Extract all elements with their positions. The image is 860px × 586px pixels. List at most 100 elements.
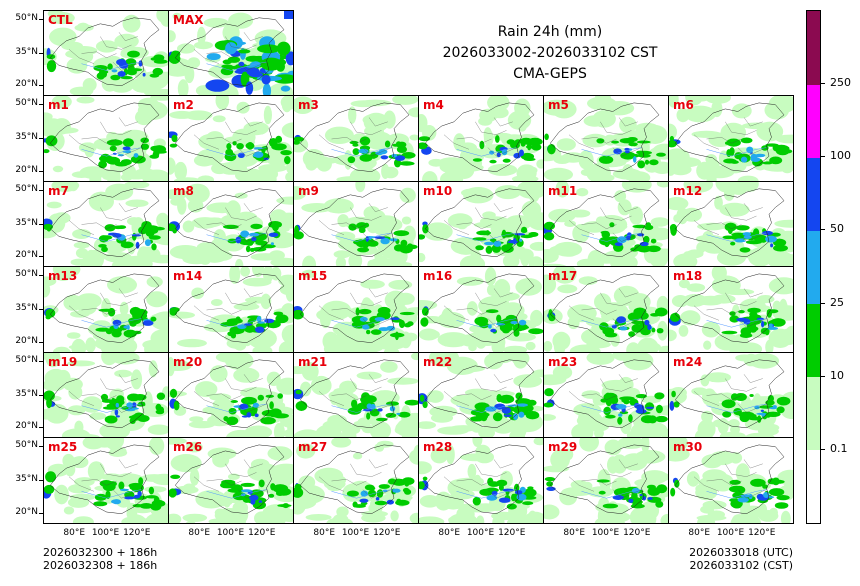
rain-cell-light bbox=[641, 438, 650, 454]
province-border bbox=[81, 51, 117, 58]
rain-cell-light bbox=[88, 191, 114, 212]
member-label: m24 bbox=[673, 355, 703, 369]
member-label: MAX bbox=[173, 13, 204, 27]
province-border bbox=[487, 489, 517, 499]
rain-field-m20 bbox=[169, 353, 293, 437]
rain-cell-light bbox=[173, 177, 202, 181]
rain-cell-moderate bbox=[114, 327, 121, 335]
province-border bbox=[331, 393, 367, 400]
river bbox=[581, 489, 642, 499]
rain-cell-light bbox=[276, 377, 293, 395]
rain-cell-light bbox=[671, 295, 689, 308]
province-border bbox=[493, 203, 513, 212]
rain-cell-west bbox=[173, 400, 180, 411]
rain-cell-light bbox=[774, 219, 793, 228]
rain-cell-heavy bbox=[252, 402, 259, 408]
y-tick-mark bbox=[39, 426, 43, 428]
rain-cell-light bbox=[409, 512, 418, 523]
rain-cell-light bbox=[582, 133, 609, 148]
rain-cell-moderate bbox=[245, 245, 251, 253]
y-tick-label: 35°N bbox=[15, 388, 38, 399]
y-tick-mark bbox=[39, 309, 43, 310]
province-border bbox=[487, 318, 517, 328]
province-border bbox=[706, 222, 742, 229]
rain-cell-light bbox=[364, 131, 392, 147]
rain-cell-moderate bbox=[769, 156, 783, 165]
province-border bbox=[362, 232, 392, 242]
province-border bbox=[237, 232, 267, 242]
province-border bbox=[456, 137, 492, 144]
rain-cell-light bbox=[124, 171, 149, 180]
rain-cell-heavy bbox=[394, 155, 406, 161]
rain-cell-light bbox=[352, 452, 363, 460]
rain-cell-moderate bbox=[628, 331, 635, 337]
rain-cell-moderate bbox=[353, 504, 366, 508]
rain-cell-light bbox=[514, 98, 531, 118]
rain-cell-heavy bbox=[762, 230, 773, 236]
rain-cell-moderate bbox=[596, 479, 610, 483]
rain-cell-light bbox=[169, 30, 176, 43]
rain-cell-light bbox=[450, 394, 476, 406]
rain-cell-light bbox=[705, 372, 732, 383]
rain-cell-moderate bbox=[228, 407, 237, 415]
rain-cell-light bbox=[331, 438, 352, 448]
rain-cell-west bbox=[544, 221, 555, 230]
rain-cell-light bbox=[144, 486, 167, 493]
member-label: m15 bbox=[298, 269, 328, 283]
rain-cell-light bbox=[597, 469, 611, 488]
rain-cell-moderate bbox=[272, 484, 289, 493]
rain-cell-moderate bbox=[650, 313, 660, 317]
rain-cell-moderate bbox=[492, 412, 503, 422]
rain-cell-moderate bbox=[721, 330, 738, 335]
rain-cell-moderate bbox=[485, 245, 493, 254]
rain-cell-light bbox=[85, 337, 96, 352]
rain-cell-moderate bbox=[140, 143, 149, 150]
rain-cell-heavy bbox=[493, 240, 502, 247]
rain-cell-heavy bbox=[254, 413, 259, 418]
colorbar bbox=[806, 10, 821, 524]
rain-cell-moderate bbox=[349, 140, 359, 145]
province-border bbox=[475, 292, 507, 306]
rain-cell-moderate bbox=[268, 493, 275, 498]
rain-cell-light bbox=[44, 281, 51, 298]
rain-cell-light bbox=[696, 514, 727, 521]
rain-cell-light bbox=[528, 256, 543, 266]
rain-cell-moderate bbox=[220, 67, 234, 76]
province-border bbox=[112, 489, 142, 499]
country-border bbox=[300, 102, 410, 172]
rain-cell-light bbox=[600, 174, 615, 181]
rain-cell-light bbox=[107, 276, 137, 294]
rain-cell-moderate bbox=[136, 403, 146, 407]
rain-cell-light bbox=[553, 267, 577, 284]
rain-cell-moderate bbox=[223, 416, 229, 422]
river bbox=[206, 61, 267, 71]
province-border bbox=[68, 49, 95, 64]
x-tick-label: 120°E bbox=[748, 528, 776, 538]
rain-cell-light bbox=[150, 96, 168, 101]
province-border bbox=[350, 121, 382, 135]
rain-cell-moderate bbox=[479, 322, 490, 329]
member-label: CTL bbox=[48, 13, 73, 27]
rain-cell-moderate bbox=[100, 153, 111, 160]
rain-cell-moderate bbox=[644, 159, 650, 165]
rain-cell-west bbox=[422, 401, 428, 409]
rain-cell-light bbox=[523, 511, 543, 523]
rain-field-m26 bbox=[169, 438, 293, 523]
rain-cell-light bbox=[189, 416, 204, 423]
country-border bbox=[175, 359, 285, 429]
rain-cell-heavy bbox=[616, 316, 627, 324]
province-border bbox=[706, 479, 742, 486]
rain-cell-light bbox=[339, 380, 357, 394]
rain-cell-moderate bbox=[396, 145, 407, 153]
province-border bbox=[193, 220, 220, 235]
rain-cell-moderate bbox=[107, 63, 113, 70]
rain-cell-heavy bbox=[389, 406, 396, 412]
rain-cell-light bbox=[544, 99, 573, 116]
rain-cell-max bbox=[276, 41, 291, 56]
member-panel-m14: m14 bbox=[168, 266, 294, 353]
rain-cell-heavy bbox=[115, 415, 120, 418]
rain-cell-light bbox=[169, 357, 175, 377]
rain-cell-moderate bbox=[255, 240, 268, 246]
rain-cell-light bbox=[52, 165, 64, 173]
rain-cell-light bbox=[209, 393, 232, 401]
